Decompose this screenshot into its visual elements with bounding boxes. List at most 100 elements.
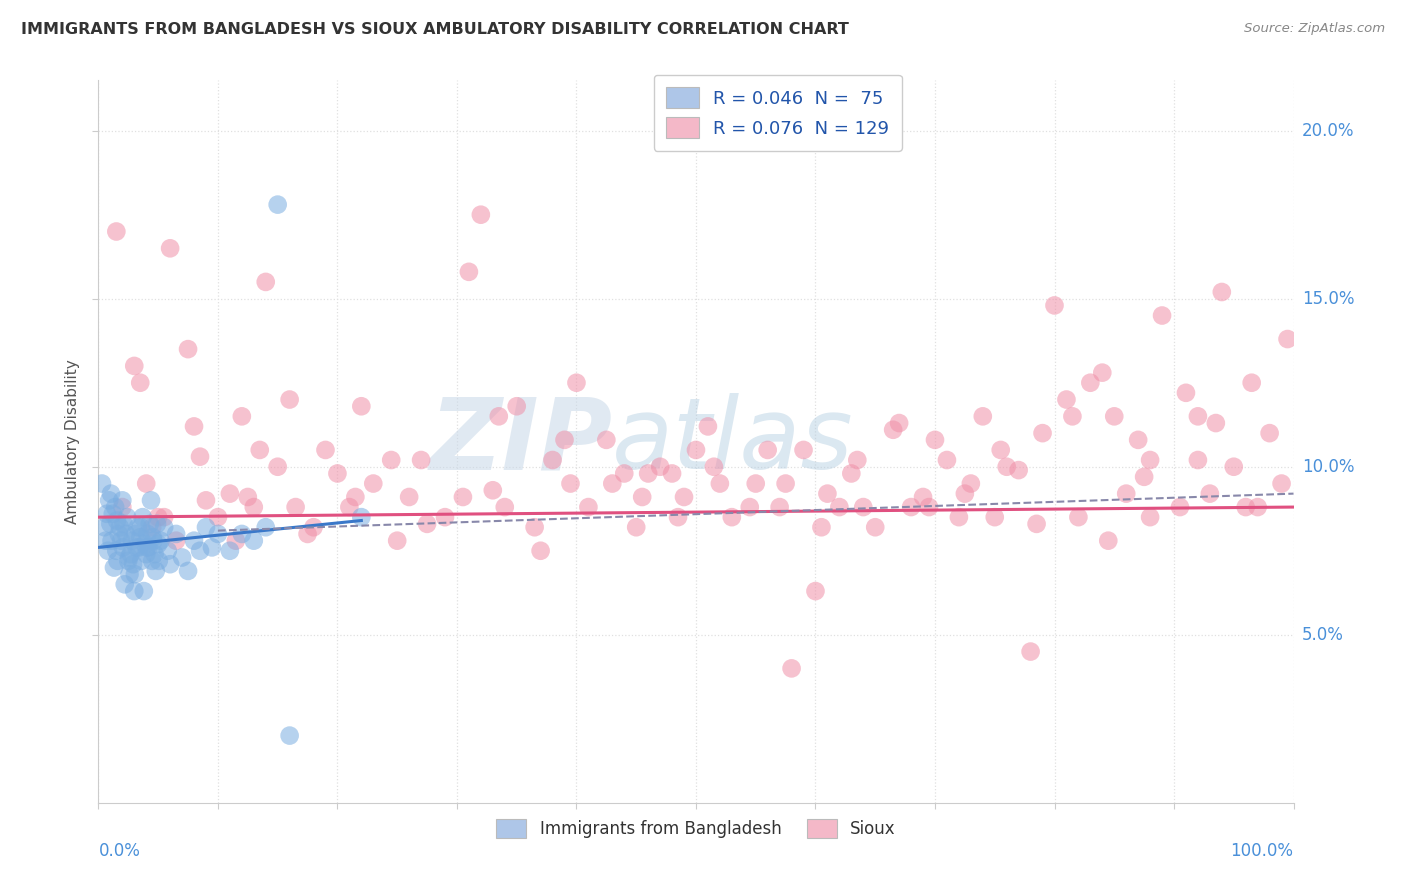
Point xyxy=(118,567,141,582)
Point xyxy=(153,520,176,534)
Point xyxy=(1277,332,1299,346)
Point xyxy=(124,567,146,582)
Point xyxy=(231,409,253,424)
Point xyxy=(703,459,725,474)
Point xyxy=(595,433,617,447)
Point xyxy=(523,520,546,534)
Point xyxy=(817,486,839,500)
Point xyxy=(793,442,815,457)
Point xyxy=(1080,376,1102,390)
Point xyxy=(1104,409,1126,424)
Point xyxy=(506,399,529,413)
Point xyxy=(769,500,792,514)
Point xyxy=(900,500,922,514)
Point xyxy=(278,392,301,407)
Point xyxy=(960,476,983,491)
Point xyxy=(650,459,672,474)
Point xyxy=(1097,533,1119,548)
Point xyxy=(111,493,134,508)
Point xyxy=(149,533,172,548)
Point xyxy=(128,541,150,555)
Point xyxy=(93,520,115,534)
Point xyxy=(101,507,124,521)
Point xyxy=(132,584,155,599)
Point xyxy=(108,520,131,534)
Point xyxy=(97,543,120,558)
Point xyxy=(100,486,122,500)
Point xyxy=(541,453,564,467)
Point xyxy=(225,533,247,548)
Point xyxy=(142,530,165,544)
Point xyxy=(243,500,266,514)
Point xyxy=(1115,486,1137,500)
Point xyxy=(530,543,553,558)
Point xyxy=(1056,392,1078,407)
Point xyxy=(159,241,181,255)
Point xyxy=(120,547,142,561)
Point xyxy=(852,500,875,514)
Point xyxy=(114,577,136,591)
Point xyxy=(112,516,135,531)
Point xyxy=(990,442,1012,457)
Point xyxy=(231,527,253,541)
Point xyxy=(124,527,146,541)
Point xyxy=(780,661,803,675)
Point xyxy=(494,500,516,514)
Point xyxy=(1062,409,1084,424)
Point xyxy=(637,467,659,481)
Point xyxy=(882,423,904,437)
Point xyxy=(560,476,582,491)
Point xyxy=(117,554,139,568)
Text: 0.0%: 0.0% xyxy=(98,842,141,860)
Point xyxy=(434,510,457,524)
Point xyxy=(219,486,242,500)
Point xyxy=(315,442,337,457)
Point xyxy=(488,409,510,424)
Point xyxy=(297,527,319,541)
Point xyxy=(385,533,409,548)
Text: 100.0%: 100.0% xyxy=(1230,842,1294,860)
Point xyxy=(1091,366,1114,380)
Point xyxy=(416,516,439,531)
Point xyxy=(145,564,167,578)
Point xyxy=(626,520,648,534)
Point xyxy=(756,442,779,457)
Point xyxy=(554,433,576,447)
Point xyxy=(219,543,242,558)
Point xyxy=(363,476,385,491)
Point xyxy=(105,225,128,239)
Point xyxy=(94,533,117,548)
Point xyxy=(1139,453,1161,467)
Point xyxy=(804,584,827,599)
Point xyxy=(129,376,152,390)
Point xyxy=(1199,486,1222,500)
Point xyxy=(673,490,696,504)
Point xyxy=(948,510,970,524)
Point xyxy=(103,560,125,574)
Point xyxy=(172,550,194,565)
Point xyxy=(188,450,211,464)
Point xyxy=(134,537,156,551)
Point xyxy=(142,533,165,548)
Point xyxy=(254,520,277,534)
Point xyxy=(721,510,744,524)
Point xyxy=(110,533,132,548)
Point xyxy=(177,564,200,578)
Point xyxy=(1168,500,1191,514)
Point xyxy=(1008,463,1031,477)
Point xyxy=(127,520,149,534)
Point xyxy=(344,490,367,504)
Point xyxy=(141,554,163,568)
Point xyxy=(1187,409,1209,424)
Point xyxy=(1187,453,1209,467)
Point xyxy=(841,467,863,481)
Point xyxy=(661,467,683,481)
Point xyxy=(124,584,146,599)
Point xyxy=(139,493,162,508)
Point xyxy=(107,554,129,568)
Point xyxy=(666,510,689,524)
Point xyxy=(278,729,301,743)
Point xyxy=(1133,470,1156,484)
Point xyxy=(613,467,636,481)
Point xyxy=(165,533,187,548)
